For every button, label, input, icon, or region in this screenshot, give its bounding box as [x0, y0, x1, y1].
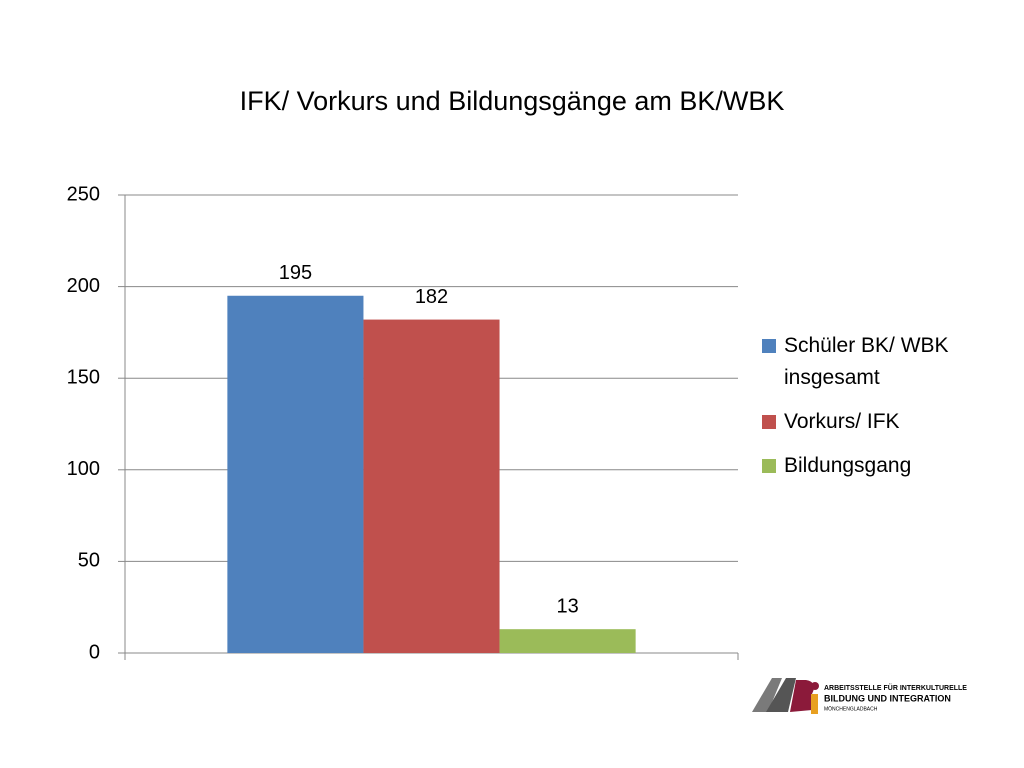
y-tick-label: 200 — [67, 275, 100, 297]
data-label: 195 — [279, 262, 312, 284]
y-tick-label: 0 — [89, 641, 100, 663]
legend-entry: Schüler BK/ WBK insgesamt — [762, 330, 982, 394]
y-tick-label: 250 — [67, 183, 100, 205]
logo-mark — [790, 680, 816, 712]
legend-label: Schüler BK/ WBK insgesamt — [784, 334, 949, 389]
data-label: 182 — [415, 286, 448, 308]
legend: Schüler BK/ WBK insgesamt Vorkurs/ IFK Bil… — [762, 330, 982, 494]
legend-swatch — [762, 459, 776, 473]
logo-text: BILDUNG UND INTEGRATION — [824, 693, 951, 703]
legend-label: Vorkurs/ IFK — [784, 410, 900, 433]
bar — [227, 295, 364, 653]
logo-text: MÖNCHENGLADBACH — [824, 705, 878, 712]
logo-mark — [811, 682, 819, 690]
legend-swatch — [762, 339, 776, 353]
legend-label: Bildungsgang — [784, 454, 912, 477]
bar — [363, 319, 500, 653]
y-tick-label: 150 — [67, 366, 100, 388]
legend-entry: Vorkurs/ IFK — [762, 406, 982, 438]
chart-title: IFK/ Vorkurs und Bildungsgänge am BK/WBK — [240, 86, 785, 116]
y-tick-label: 50 — [78, 550, 100, 572]
bar — [499, 629, 636, 653]
legend-swatch — [762, 415, 776, 429]
legend-entry: Bildungsgang — [762, 450, 982, 482]
y-tick-label: 100 — [67, 458, 100, 480]
logo-mark — [811, 694, 818, 714]
data-label: 13 — [556, 595, 578, 617]
logo-mark — [752, 678, 782, 712]
logo-text: ARBEITSSTELLE FÜR INTERKULTURELLE — [824, 683, 967, 692]
logo: ARBEITSSTELLE FÜR INTERKULTURELLE BILDUN… — [752, 678, 967, 714]
logo-mark — [766, 678, 796, 712]
